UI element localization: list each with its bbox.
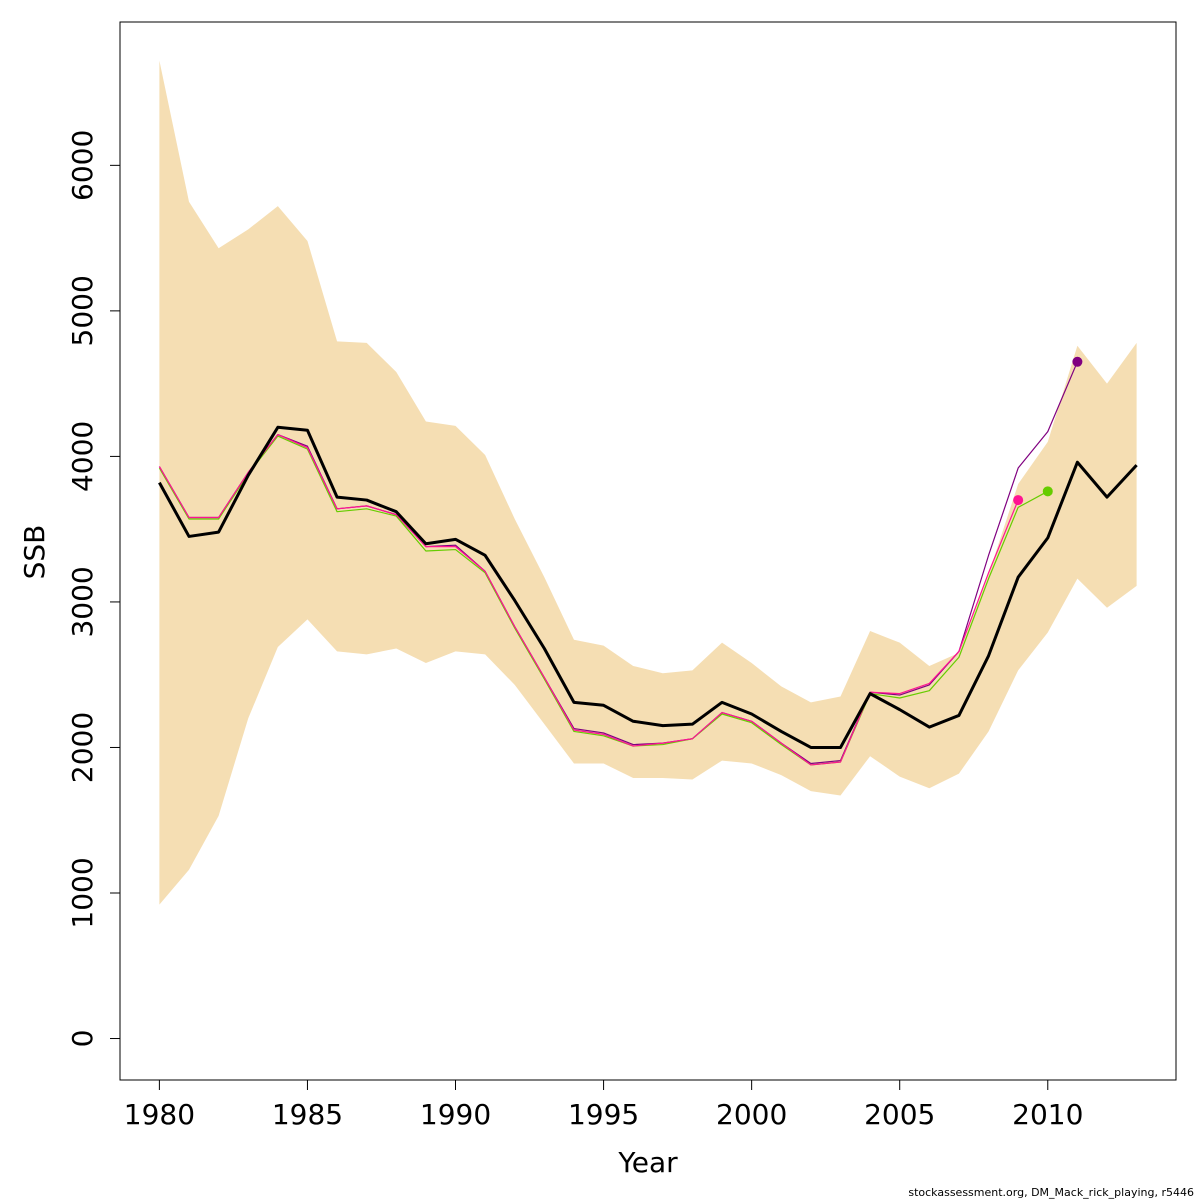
x-tick-label: 1995 — [568, 1098, 639, 1131]
y-tick-label: 4000 — [66, 421, 99, 492]
y-tick-label: 1000 — [66, 857, 99, 928]
series-line-retro-2009 — [158, 433, 1019, 766]
x-tick-label: 2010 — [1012, 1098, 1083, 1131]
x-tick-label: 2005 — [864, 1098, 935, 1131]
x-tick-label: 1980 — [124, 1098, 195, 1131]
endpoint-retro-2009 — [1013, 495, 1024, 506]
endpoint-retro-2011 — [1072, 356, 1083, 367]
footer-credit: stockassessment.org, DM_Mack_rick_playin… — [908, 1186, 1194, 1199]
confidence-band — [159, 60, 1137, 905]
series-line-main — [158, 425, 1138, 749]
confidence-band-layer — [159, 60, 1137, 905]
x-tick-label: 2000 — [716, 1098, 787, 1131]
y-axis-title: SSB — [18, 525, 51, 580]
y-tick-label: 6000 — [66, 130, 99, 201]
x-tick-label: 1985 — [272, 1098, 343, 1131]
y-axis: 0 1000 2000 3000 4000 5000 6000 — [66, 130, 121, 1048]
y-tick-label: 2000 — [66, 712, 99, 783]
retro-endpoint-layer — [1013, 356, 1083, 506]
y-tick-label: 0 — [66, 1030, 99, 1048]
x-axis-title: Year — [617, 1146, 678, 1179]
y-tick-label: 3000 — [66, 566, 99, 637]
series-layer — [158, 361, 1138, 766]
x-tick-label: 1990 — [420, 1098, 491, 1131]
y-tick-label: 5000 — [66, 275, 99, 346]
x-axis: 1980 1985 1990 1995 2000 2005 2010 — [124, 1079, 1083, 1131]
series-line-retro-2010 — [158, 435, 1049, 766]
endpoint-retro-2010 — [1042, 486, 1053, 497]
